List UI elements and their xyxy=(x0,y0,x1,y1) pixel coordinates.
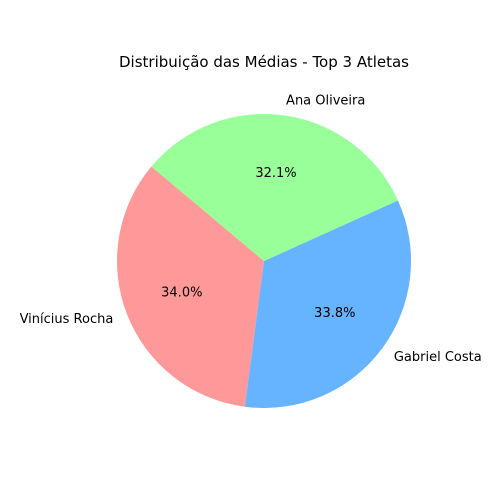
pie-percent-label: 34.0% xyxy=(161,285,202,300)
pie-percent-label: 32.1% xyxy=(255,166,296,181)
pie-slice-label: Vinícius Rocha xyxy=(20,312,114,327)
pie-slice-ana-oliveira xyxy=(151,114,398,262)
pie-slices xyxy=(116,114,411,408)
chart-title: Distribuição das Médias - Top 3 Atletas xyxy=(119,53,409,71)
pie-slice-gabriel-costa xyxy=(244,200,411,408)
pie-slice-vinicius-rocha xyxy=(116,166,264,407)
pie-percent-label: 33.8% xyxy=(314,306,355,321)
pie-labels: 34.0% Vinícius Rocha 33.8% Gabriel Costa 32.… xyxy=(20,93,482,365)
pie-slice-label: Gabriel Costa xyxy=(394,350,482,365)
pie-slice-label: Ana Oliveira xyxy=(286,93,365,108)
